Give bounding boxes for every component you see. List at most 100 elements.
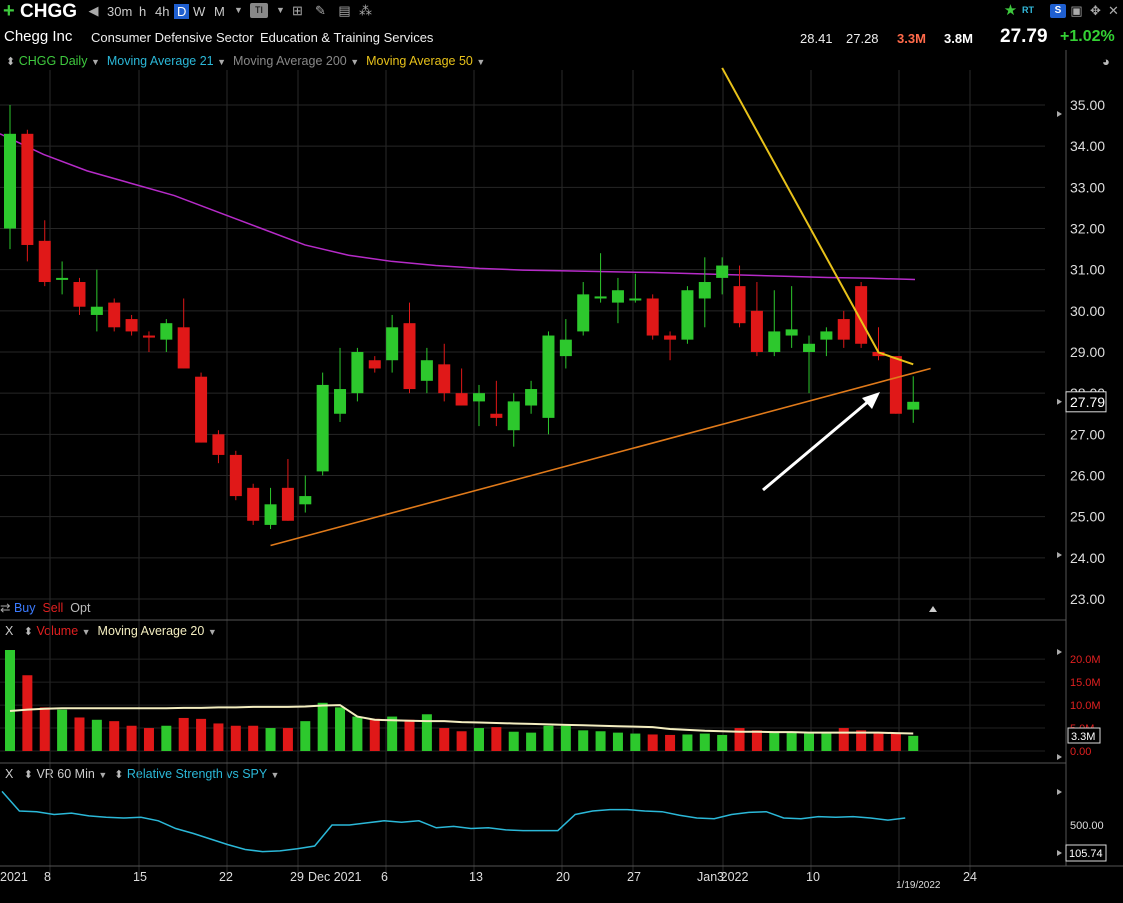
x-tick-label: 20 bbox=[556, 870, 570, 884]
price-legend: ⬍ CHGG Daily ▼ Moving Average 21 ▼ Movin… bbox=[6, 54, 485, 68]
favorite-star-icon[interactable]: ★ bbox=[1003, 2, 1018, 19]
volume-bar bbox=[560, 725, 571, 751]
x-tick-label: Jan 2022 bbox=[697, 870, 748, 884]
candle-body bbox=[212, 434, 225, 455]
candle-body bbox=[803, 343, 816, 352]
move-icon[interactable]: ✥ bbox=[1090, 3, 1101, 18]
candle-body bbox=[56, 277, 69, 280]
volume-bar bbox=[230, 725, 241, 751]
volume-bar bbox=[647, 734, 658, 751]
candle-body bbox=[872, 352, 885, 357]
dropdown-icon[interactable]: ▼ bbox=[270, 770, 280, 780]
palette-icon[interactable]: ◕ bbox=[1102, 54, 1110, 69]
dropdown-icon[interactable]: ▼ bbox=[90, 57, 100, 67]
volume-bar bbox=[248, 725, 259, 751]
sector-label[interactable]: Consumer Defensive Sector bbox=[91, 30, 254, 45]
sell-button[interactable]: Sell bbox=[42, 601, 64, 615]
dropdown-icon[interactable]: ▼ bbox=[81, 627, 91, 637]
trade-icon[interactable]: ⇄ bbox=[0, 601, 11, 615]
candle-body bbox=[177, 327, 190, 369]
option-button[interactable]: Opt bbox=[70, 601, 91, 615]
rt-icon[interactable]: RT bbox=[1022, 5, 1034, 15]
candle-body bbox=[820, 331, 833, 340]
close-rs-panel[interactable]: X bbox=[5, 767, 14, 781]
candle-body bbox=[195, 376, 208, 443]
series-label[interactable]: CHGG Daily bbox=[18, 54, 88, 68]
x-tick-label: Dec 2021 bbox=[308, 870, 362, 884]
candle-body bbox=[108, 302, 121, 328]
draw-pencil-icon[interactable]: ✎ bbox=[315, 3, 326, 18]
ma21-label[interactable]: Moving Average 21 bbox=[106, 54, 214, 68]
timeframe-h[interactable]: h bbox=[139, 4, 147, 19]
s-badge-icon[interactable]: S bbox=[1050, 4, 1066, 18]
add-symbol-icon[interactable]: + bbox=[3, 0, 15, 22]
symbol-input[interactable]: CHGG bbox=[20, 1, 77, 22]
volume-bar bbox=[734, 728, 745, 751]
trendline bbox=[270, 367, 931, 547]
volume-bar bbox=[908, 735, 919, 751]
close-volume-panel[interactable]: X bbox=[5, 624, 14, 638]
candle-body bbox=[403, 323, 416, 390]
candle-body bbox=[629, 298, 642, 301]
volume-bar bbox=[439, 728, 450, 751]
last-price: 27.79 bbox=[1000, 26, 1048, 47]
reorder-icon[interactable]: ⬍ bbox=[23, 626, 33, 638]
share-icon[interactable]: ⁂ bbox=[359, 3, 372, 18]
volume-bar bbox=[578, 730, 589, 751]
last-price-box bbox=[1065, 391, 1107, 413]
price-tick-label: 33.00 bbox=[1070, 179, 1105, 195]
candle-body bbox=[611, 290, 624, 303]
rs-tick-label: 500.00 bbox=[1070, 820, 1104, 832]
x-tick-label: 2021 bbox=[0, 870, 28, 884]
rs-label[interactable]: Relative Strength vs SPY bbox=[126, 767, 268, 781]
annotation-arrow bbox=[762, 398, 871, 492]
reorder-icon[interactable]: ⬍ bbox=[114, 769, 124, 781]
candle-body bbox=[316, 384, 329, 472]
ma50-label[interactable]: Moving Average 50 bbox=[366, 54, 473, 68]
dropdown-icon[interactable]: ▼ bbox=[350, 57, 360, 67]
vr-label[interactable]: VR 60 Min bbox=[36, 767, 95, 781]
price-tick-label: 27.00 bbox=[1070, 426, 1105, 442]
timeframe-daily[interactable]: D bbox=[174, 4, 190, 19]
timeframe-m[interactable]: M bbox=[214, 4, 225, 19]
price-tick-label: 31.00 bbox=[1070, 262, 1105, 278]
timeframe-30m[interactable]: 30m bbox=[107, 4, 133, 19]
x-tick-label: 22 bbox=[219, 870, 233, 884]
reorder-icon[interactable]: ⬍ bbox=[23, 769, 33, 781]
volume-bar bbox=[526, 732, 537, 751]
volume-bar bbox=[335, 707, 346, 751]
save-icon[interactable]: ▣ bbox=[1070, 3, 1083, 18]
volume-bar bbox=[161, 725, 172, 751]
reorder-icon[interactable]: ⬍ bbox=[6, 56, 16, 68]
volume-bar bbox=[213, 723, 224, 751]
volume-bar bbox=[665, 734, 676, 751]
timeframe-4h[interactable]: 4h bbox=[155, 4, 170, 19]
dropdown-icon[interactable]: ▼ bbox=[476, 57, 486, 67]
volume-ma-label[interactable]: Moving Average 20 bbox=[97, 624, 205, 638]
notes-icon[interactable]: ▤ bbox=[338, 3, 351, 18]
timeframe-w[interactable]: W bbox=[193, 4, 206, 19]
speaker-icon[interactable]: ◀ bbox=[88, 3, 99, 18]
close-icon[interactable]: ✕ bbox=[1108, 3, 1119, 18]
add-indicator-icon[interactable]: ⊞ bbox=[292, 3, 303, 18]
volume-bar bbox=[404, 719, 415, 751]
volume-bar bbox=[786, 732, 797, 751]
volume-bar bbox=[5, 650, 15, 751]
volume-value: 3.3M bbox=[897, 31, 926, 46]
dropdown-icon[interactable]: ▼ bbox=[217, 57, 227, 67]
volume-tick-label: 20.0M bbox=[1070, 654, 1101, 666]
volume-legend: X ⬍ Volume ▼ Moving Average 20 ▼ bbox=[5, 624, 217, 638]
volume-label[interactable]: Volume bbox=[36, 624, 79, 638]
marker-icon bbox=[1057, 850, 1062, 856]
industry-label[interactable]: Education & Training Services bbox=[260, 30, 434, 45]
ma200-label[interactable]: Moving Average 200 bbox=[232, 54, 347, 68]
chart-type-icon[interactable]: TI bbox=[250, 3, 268, 18]
volume-bar bbox=[508, 731, 519, 751]
dropdown-icon[interactable]: ▼ bbox=[207, 627, 217, 637]
dropdown-icon[interactable]: ▼ bbox=[98, 770, 108, 780]
chart-type-dropdown-icon[interactable]: ▼ bbox=[276, 5, 285, 15]
buy-button[interactable]: Buy bbox=[13, 601, 36, 615]
timeframe-dropdown-icon[interactable]: ▼ bbox=[234, 5, 243, 15]
x-tick-label: 24 bbox=[963, 870, 977, 884]
